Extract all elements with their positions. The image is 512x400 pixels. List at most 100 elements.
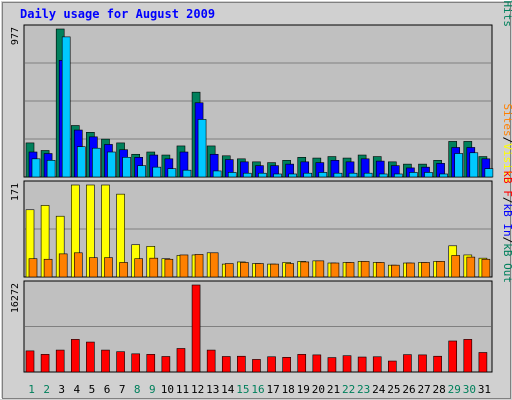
day-label: 2 [43,383,50,396]
bar-sites [58,253,68,278]
bar-sites [43,258,53,278]
day-label: 26 [402,383,415,396]
day-label: 29 [448,383,461,396]
bar-sites [330,262,340,278]
bar-sites [224,263,234,278]
bar-kb-f [176,348,186,373]
y-max-label: 171 [10,183,21,201]
bar-pages [92,147,101,178]
bar-kb-f [101,349,110,373]
day-label: 9 [149,383,156,396]
bar-kb-f [388,360,397,373]
bar-pages [409,172,418,178]
legend-part: Hits [501,1,512,28]
bar-pages [61,36,71,178]
bar-pages [243,172,252,178]
legend-part: / [501,0,512,1]
bar-kb-f [478,352,488,373]
legend-part: kB F [501,170,512,197]
day-label: 27 [417,383,430,396]
bar-pages [348,172,358,178]
bar-kb-f [312,354,322,373]
bar-kb-f [161,356,171,373]
bar-sites [89,257,98,278]
day-label: 6 [104,383,111,396]
bar-sites [73,252,83,278]
legend-part: / [501,237,512,244]
bar-sites [285,263,294,278]
bar-pages [454,153,464,178]
bar-sites [179,254,189,278]
bar-pages [46,160,56,178]
bar-pages [31,158,41,178]
day-label: 11 [176,383,189,396]
day-label: 12 [191,383,204,396]
bar-sites [436,261,445,278]
bar-pages [288,173,297,178]
bar-kb-f [131,353,140,373]
bar-pages [439,173,448,178]
bar-pages [152,166,162,178]
bar-sites [255,263,264,278]
day-label: 25 [387,383,400,396]
bar-kb-f [86,341,95,373]
bar-pages [394,173,403,178]
bar-sites [391,264,400,278]
bar-kb-f [463,339,473,373]
y-legend-label: kB F/kB In/kB Out [501,170,512,283]
bar-sites [104,257,113,278]
bar-sites [375,262,385,278]
day-label: 5 [89,383,96,396]
day-label: 13 [206,383,219,396]
bar-kb-f [372,356,382,373]
bar-pages [76,146,86,178]
day-label: 19 [297,383,310,396]
chart-title: Daily usage for August 2009 [20,7,215,21]
y-max-label: 977 [10,27,21,45]
day-label: 17 [266,383,279,396]
legend-part: kB In [501,204,512,237]
bar-kb-f [40,354,50,373]
day-label: 16 [251,383,264,396]
day-label: 18 [282,383,295,396]
day-label: 22 [342,383,355,396]
bar-sites [345,262,355,278]
day-label: 30 [463,383,476,396]
bar-kb-f [327,357,337,373]
bar-kb-f [206,349,216,373]
day-label: 28 [433,383,446,396]
day-label: 4 [74,383,81,396]
bar-pages [227,172,237,178]
bar-sites [194,254,204,278]
bar-pages [318,172,328,178]
bar-kb-f [252,359,261,373]
day-label: 23 [357,383,370,396]
day-label: 1 [28,383,35,396]
day-label: 3 [58,383,65,396]
legend-part: Sites [501,104,512,137]
bar-pages [182,169,192,178]
day-label: 31 [478,383,491,396]
panels-group: 977Pages/Files/Hits171Sites/Visits16272k… [10,0,512,373]
bar-pages [197,119,207,178]
legend-part: Visits [501,143,512,183]
bar-kb-f [25,350,35,373]
bar-sites [315,260,325,278]
bar-kb-f [282,356,291,373]
bar-sites [481,258,491,278]
bar-pages [333,172,343,178]
x-axis-day-labels: 1 2 3 4 5 6 7 8 9 10 11 12 13 14 15 16 17 18 19 20 21 22 23 24 2… [28,383,491,396]
bar-sites [28,258,38,278]
bar-kb-f [55,349,65,373]
bar-sites [240,262,249,278]
bar-kb-f [403,354,412,373]
day-label: 8 [134,383,141,396]
bar-sites [164,258,174,278]
bar-kb-f [116,351,125,373]
bar-kb-f [448,340,458,373]
y-legend-label: Sites/Visits [501,104,512,184]
legend-part: / [501,197,512,204]
bar-kb-f [146,354,156,373]
